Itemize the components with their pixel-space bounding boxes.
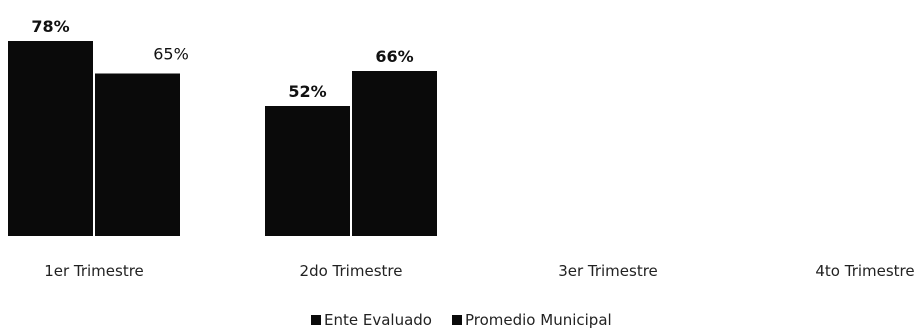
legend-item-promedio-municipal: Promedio Municipal — [451, 311, 612, 329]
legend-swatch-promedio-municipal — [451, 315, 462, 325]
legend: Ente Evaluado Promedio Municipal — [311, 310, 671, 330]
x-tick-labels-layer: 1er Trimestre 2do Trimestre 3er Trimestre 4… — [44, 262, 914, 280]
bar-promedio-municipal-2do-trimestre — [352, 71, 437, 236]
x-tick-label-3er-trimestre: 3er Trimestre — [558, 262, 658, 280]
data-label-ente-evaluado-1er-trimestre: 78% — [31, 17, 69, 36]
legend-swatch-ente-evaluado — [311, 315, 321, 325]
bar-ente-evaluado-1er-trimestre — [8, 41, 93, 236]
bar-ente-evaluado-2do-trimestre — [265, 106, 350, 236]
bars-layer — [8, 41, 437, 236]
data-label-promedio-municipal-2do-trimestre: 66% — [375, 47, 413, 66]
x-tick-label-2do-trimestre: 2do Trimestre — [300, 262, 403, 280]
x-tick-label-4to-trimestre: 4to Trimestre — [815, 262, 914, 280]
legend-label-ente-evaluado: Ente Evaluado — [324, 311, 432, 329]
legend-item-ente-evaluado: Ente Evaluado — [311, 311, 432, 329]
x-tick-label-1er-trimestre: 1er Trimestre — [44, 262, 144, 280]
data-labels-layer: 78% 65% 52% 66% — [31, 17, 413, 101]
bar-promedio-municipal-1er-trimestre — [95, 73, 180, 236]
data-label-promedio-municipal-1er-trimestre: 65% — [153, 45, 189, 64]
legend-label-promedio-municipal: Promedio Municipal — [464, 311, 612, 329]
data-label-ente-evaluado-2do-trimestre: 52% — [288, 82, 326, 101]
